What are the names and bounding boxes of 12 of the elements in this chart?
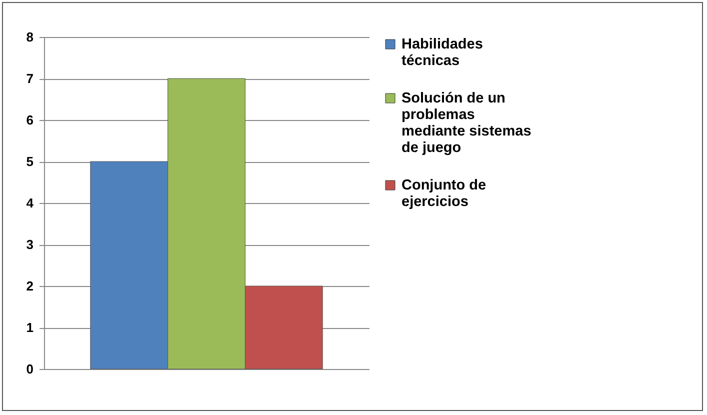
y-tick-label: 1 [26,320,34,335]
y-tick-label: 5 [26,154,34,169]
legend-label: Conjunto de ejercicios [402,177,486,210]
y-tick-label: 0 [26,362,34,376]
y-tick-label: 3 [26,237,34,252]
y-tick-label: 7 [26,71,34,86]
y-tick-label: 6 [26,112,34,128]
legend-label: Habilidades técnicas [402,36,483,69]
y-tick-label: 8 [26,30,34,44]
y-tick-label: 2 [26,278,34,294]
y-tick-label: 4 [26,196,34,210]
legend-label: Solución de un problemas mediante sistemas de juego [402,90,532,156]
